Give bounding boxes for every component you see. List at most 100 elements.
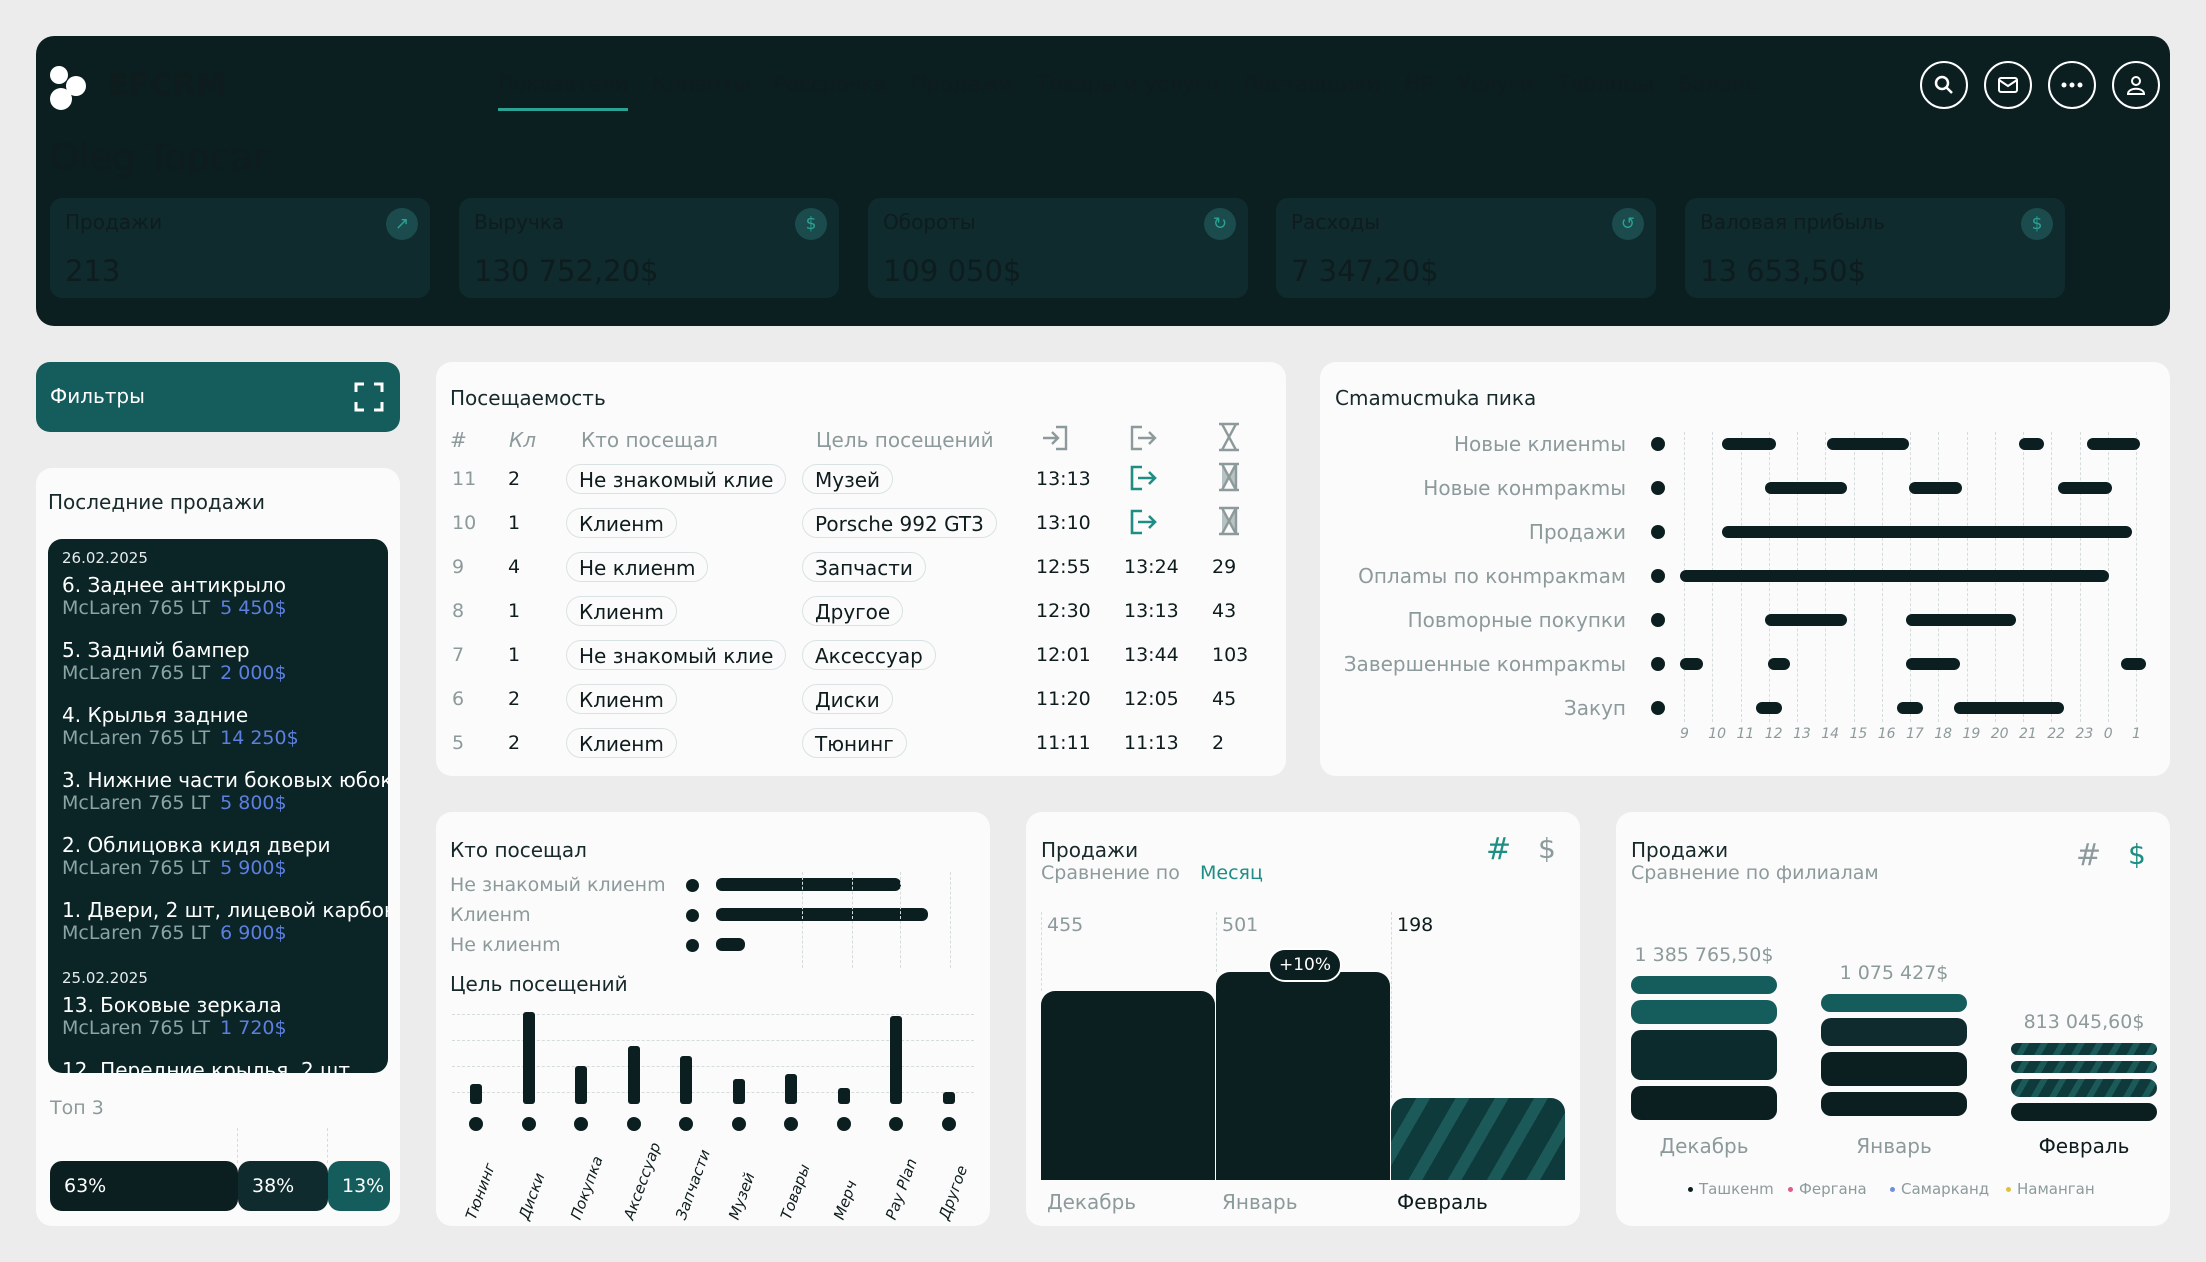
goal-bar bbox=[837, 1088, 850, 1104]
branch-count-toggle[interactable]: # bbox=[2076, 838, 2102, 873]
search-icon[interactable] bbox=[1920, 61, 1968, 109]
sales-month-bar[interactable] bbox=[1041, 991, 1215, 1180]
sale-price: 1 720$ bbox=[220, 1017, 287, 1039]
visitor-type-chip[interactable]: Клиенm bbox=[566, 728, 677, 758]
visitor-type-chip[interactable]: Клиенm bbox=[566, 596, 677, 626]
branch-segment[interactable] bbox=[2011, 1103, 2157, 1121]
sale-price: 5 800$ bbox=[220, 792, 287, 814]
count-toggle[interactable]: # bbox=[1486, 832, 1512, 867]
nav-item[interactable]: Таблицы bbox=[1557, 72, 1655, 96]
visit-goal-chip[interactable]: Porsche 992 GT3 bbox=[802, 508, 997, 538]
sale-title[interactable]: 3. Нижние части боковых юбок bbox=[62, 768, 388, 792]
nav-item[interactable]: Показатели bbox=[498, 72, 629, 111]
branch-segment[interactable] bbox=[1631, 976, 1777, 994]
kpi-card: Обороты 109 050$ ↻ bbox=[868, 198, 1248, 298]
visit-goal-chip[interactable]: Диски bbox=[802, 684, 893, 714]
filters-label: Фильтры bbox=[50, 384, 145, 408]
visitor-bar bbox=[716, 878, 901, 891]
row-number: 8 bbox=[452, 600, 465, 622]
row-count: 2 bbox=[508, 688, 521, 710]
sales-month-bar[interactable] bbox=[1216, 972, 1390, 1180]
nav-item[interactable]: Поставщики bbox=[1242, 72, 1381, 96]
visitor-marker bbox=[686, 909, 699, 922]
visitor-type-chip[interactable]: Не клиенm bbox=[566, 552, 709, 582]
sale-title[interactable]: 4. Крылья задние bbox=[62, 703, 249, 727]
branch-segment[interactable] bbox=[1821, 1052, 1967, 1086]
visit-goal-chip[interactable]: Тюнинг bbox=[802, 728, 907, 758]
branch-segment[interactable] bbox=[2011, 1061, 2157, 1073]
nav-item[interactable]: Рассрочка bbox=[773, 72, 887, 96]
visitor-type-chip[interactable]: Не знакомый клие bbox=[566, 640, 787, 670]
legend-label: Наманган bbox=[2017, 1180, 2095, 1198]
amount-toggle[interactable]: $ bbox=[1538, 832, 1556, 865]
goal-marker bbox=[469, 1117, 483, 1131]
peak-stats-title: Сmamucmuka пика bbox=[1335, 386, 1537, 410]
attendance-header: Кл bbox=[509, 428, 536, 452]
more-icon[interactable] bbox=[2048, 61, 2096, 109]
legend-item: Самарканд bbox=[1890, 1180, 1989, 1198]
branch-segment[interactable] bbox=[2011, 1079, 2157, 1097]
mail-icon[interactable] bbox=[1984, 61, 2032, 109]
goal-marker bbox=[889, 1117, 903, 1131]
branch-amount-toggle[interactable]: $ bbox=[2128, 838, 2146, 871]
coin-icon: $ bbox=[2021, 208, 2053, 240]
sale-title[interactable]: 5. Задний бампер bbox=[62, 638, 250, 662]
legend-label: Самарканд bbox=[1901, 1180, 1990, 1198]
nav-item[interactable]: Услуги bbox=[1458, 72, 1534, 96]
sale-car: McLaren 765 LT bbox=[62, 662, 211, 684]
branch-segment[interactable] bbox=[1631, 1086, 1777, 1120]
sale-car: McLaren 765 LT bbox=[62, 857, 211, 879]
time-out: 11:13 bbox=[1124, 732, 1179, 754]
sale-title[interactable]: 2. Облицовка кидя двери bbox=[62, 833, 331, 857]
nav-item[interactable]: Баланс bbox=[1678, 72, 1758, 96]
branch-segment[interactable] bbox=[1821, 1018, 1967, 1046]
visitor-type-chip[interactable]: Клиенm bbox=[566, 684, 677, 714]
kpi-card: Выручка 130 752,20$ $ bbox=[459, 198, 839, 298]
sale-price: 6 900$ bbox=[220, 922, 287, 944]
filters-button[interactable]: Фильтры bbox=[36, 362, 400, 432]
branch-segment[interactable] bbox=[1821, 1092, 1967, 1116]
nav-item[interactable]: Продажи bbox=[910, 72, 1013, 96]
row-number: 10 bbox=[452, 512, 477, 534]
grid-line bbox=[1041, 912, 1042, 992]
time-out: 12:05 bbox=[1124, 688, 1179, 710]
visit-goal-chip[interactable]: Другое bbox=[802, 596, 904, 626]
peak-segment bbox=[1722, 526, 2132, 538]
sale-title[interactable]: 6. Заднее антикрыло bbox=[62, 573, 286, 597]
sale-title[interactable]: 12. Передние крылья, 2 шт bbox=[62, 1058, 350, 1073]
branch-segment[interactable] bbox=[1821, 994, 1967, 1012]
user-icon[interactable] bbox=[2112, 61, 2160, 109]
visitor-type-chip[interactable]: Клиенm bbox=[566, 508, 677, 538]
visit-goal-chip[interactable]: Запчасти bbox=[802, 552, 926, 582]
sales-month-title: Продажи bbox=[1041, 838, 1139, 862]
nav-item[interactable]: Клиенты bbox=[652, 72, 750, 96]
hour-tick: 9 bbox=[1680, 726, 1689, 742]
expand-icon[interactable] bbox=[354, 382, 384, 412]
sale-title[interactable]: 1. Двери, 2 шт, лицевой карбон bbox=[62, 898, 388, 922]
sales-month-bar[interactable] bbox=[1391, 1097, 1565, 1180]
peak-segment bbox=[1767, 658, 1791, 670]
branch-segment[interactable] bbox=[2011, 1043, 2157, 1055]
brand-name[interactable]: EFCRM bbox=[108, 68, 227, 103]
dollar-icon: $ bbox=[795, 208, 827, 240]
nav-item[interactable]: Товары и услуги bbox=[1036, 72, 1219, 96]
sale-price: 2 000$ bbox=[220, 662, 287, 684]
kpi-label: Продажи bbox=[65, 210, 163, 234]
checkout-button[interactable] bbox=[1128, 508, 1158, 540]
hour-tick: 21 bbox=[2019, 726, 2037, 742]
duration: 2 bbox=[1212, 732, 1225, 754]
sale-title[interactable]: 13. Боковые зеркала bbox=[62, 993, 282, 1017]
branch-segment[interactable] bbox=[1631, 1000, 1777, 1024]
sales-month-compare-label: Сравнение по bbox=[1041, 862, 1180, 884]
sale-car: McLaren 765 LT bbox=[62, 792, 211, 814]
checkout-button[interactable] bbox=[1128, 464, 1158, 496]
visit-goal-chip[interactable]: Музей bbox=[802, 464, 894, 494]
peak-segment bbox=[1905, 658, 1960, 670]
peak-segment bbox=[1680, 570, 2110, 582]
visit-goal-chip[interactable]: Аксессуар bbox=[802, 640, 936, 670]
branch-segment[interactable] bbox=[1631, 1030, 1777, 1080]
nav-item[interactable]: HR bbox=[1404, 72, 1435, 96]
row-count: 4 bbox=[508, 556, 521, 578]
visitor-type-chip[interactable]: Не знакомый клие bbox=[566, 464, 787, 494]
period-select[interactable]: Месяц bbox=[1200, 862, 1263, 884]
